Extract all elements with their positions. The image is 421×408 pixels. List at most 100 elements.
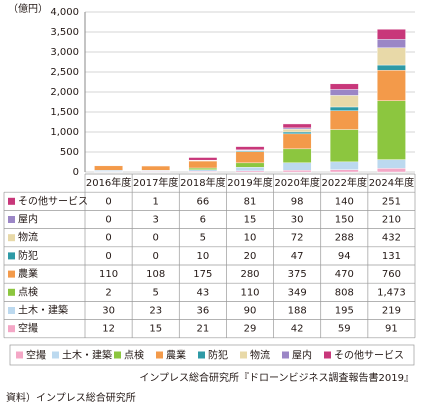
y-tick-label: 2,000	[50, 87, 79, 98]
table-cell: 210	[382, 215, 401, 226]
legend-swatch	[16, 351, 23, 359]
row-label: その他サービス	[18, 194, 88, 207]
table-cell: 760	[382, 269, 401, 280]
bar-segment	[235, 162, 265, 168]
y-tick-label: 500	[60, 147, 79, 158]
bar-segment	[282, 133, 312, 150]
bar-segment	[377, 100, 406, 160]
legend-swatch	[8, 216, 15, 223]
bar-segment	[188, 157, 218, 161]
table-cell: 6	[200, 215, 206, 226]
table-cell: 98	[291, 196, 304, 207]
table-cell: 81	[244, 196, 257, 207]
legend-swatch	[8, 325, 15, 333]
bar-segment	[329, 169, 359, 173]
table-cell: 219	[382, 306, 401, 317]
legend-swatch	[156, 351, 163, 359]
table-cell: 72	[291, 233, 304, 244]
legend-swatch	[282, 351, 289, 359]
y-tick-label: 1,000	[50, 127, 79, 138]
legend-swatch	[324, 351, 331, 359]
table-cell: 0	[105, 196, 111, 207]
row-label: 物流	[18, 231, 38, 244]
table-cell: 1,473	[377, 287, 406, 298]
table-header: 2024年度	[369, 176, 414, 189]
table-cell: 36	[196, 306, 209, 317]
table-cell: 195	[335, 306, 354, 317]
table-cell: 29	[244, 324, 257, 335]
y-tick-label: 3,500	[50, 27, 79, 38]
bar-segment	[377, 159, 406, 169]
row-label: 農業	[18, 267, 38, 280]
bar-segment	[329, 89, 359, 96]
table-cell: 288	[335, 233, 354, 244]
table-cell: 23	[149, 306, 162, 317]
bar-segment	[235, 146, 265, 151]
bar-segment	[377, 47, 406, 66]
table-cell: 3	[153, 215, 159, 226]
bar-segment	[235, 151, 265, 164]
table-cell: 59	[338, 324, 351, 335]
bar-segment	[282, 170, 312, 173]
legend-swatch	[198, 351, 205, 359]
row-label: 屋内	[18, 213, 38, 226]
table-cell: 110	[240, 287, 259, 298]
bar-segment	[235, 167, 265, 172]
table-header: 2020年度	[274, 176, 319, 189]
y-tick-label: 2,500	[50, 67, 79, 78]
bar-segment	[329, 83, 359, 90]
bar-segment	[94, 165, 123, 171]
legend-label: 空撮	[26, 349, 46, 362]
bar-segment	[377, 168, 406, 173]
table-cell: 42	[291, 324, 304, 335]
table-cell: 375	[288, 269, 307, 280]
bar-segment	[282, 128, 312, 133]
table-cell: 0	[105, 215, 111, 226]
legend-label: 点検	[124, 349, 144, 362]
note: インプレス総合研究所『ドローンビジネス調査報告書2019』	[139, 371, 414, 384]
table-cell: 21	[196, 324, 209, 335]
y-tick-label: 4,000	[50, 7, 79, 18]
row-label: 防犯	[18, 249, 38, 262]
table-cell: 349	[288, 287, 307, 298]
bar-segment	[329, 129, 359, 163]
table-cell: 2	[105, 287, 111, 298]
row-label: 土木・建築	[18, 304, 68, 317]
table-cell: 0	[105, 233, 111, 244]
table-cell: 15	[149, 324, 162, 335]
bar-segment	[188, 160, 218, 169]
table-cell: 30	[291, 215, 304, 226]
table-cell: 0	[105, 251, 111, 262]
table-cell: 108	[146, 269, 165, 280]
table-cell: 0	[153, 233, 159, 244]
table-cell: 251	[382, 196, 401, 207]
legend-swatch	[8, 252, 15, 260]
table-cell: 10	[196, 251, 209, 262]
bar-segment	[282, 162, 312, 171]
table-cell: 15	[244, 215, 257, 226]
table-cell: 66	[196, 196, 209, 207]
legend-swatch	[8, 288, 15, 296]
row-label: 空撮	[18, 322, 38, 335]
table-cell: 140	[335, 196, 354, 207]
legend-swatch	[8, 234, 15, 242]
legend-label: 農業	[166, 349, 186, 362]
table-cell: 432	[382, 233, 401, 244]
bar-segment	[377, 70, 406, 101]
legend-label: 物流	[250, 349, 270, 362]
y-tick-label: 1,500	[50, 107, 79, 118]
legend-swatch	[8, 270, 15, 278]
bar-segment	[282, 131, 312, 135]
bar-segment	[188, 167, 218, 170]
table-cell: 20	[244, 251, 257, 262]
table-cell: 30	[102, 306, 115, 317]
table-cell: 150	[335, 215, 354, 226]
table-cell: 808	[335, 287, 354, 298]
table-header: 2016年度	[86, 176, 131, 189]
legend-swatch	[240, 351, 247, 359]
bar-segment	[329, 95, 359, 108]
table-cell: 12	[102, 324, 115, 335]
table-cell: 131	[382, 251, 401, 262]
